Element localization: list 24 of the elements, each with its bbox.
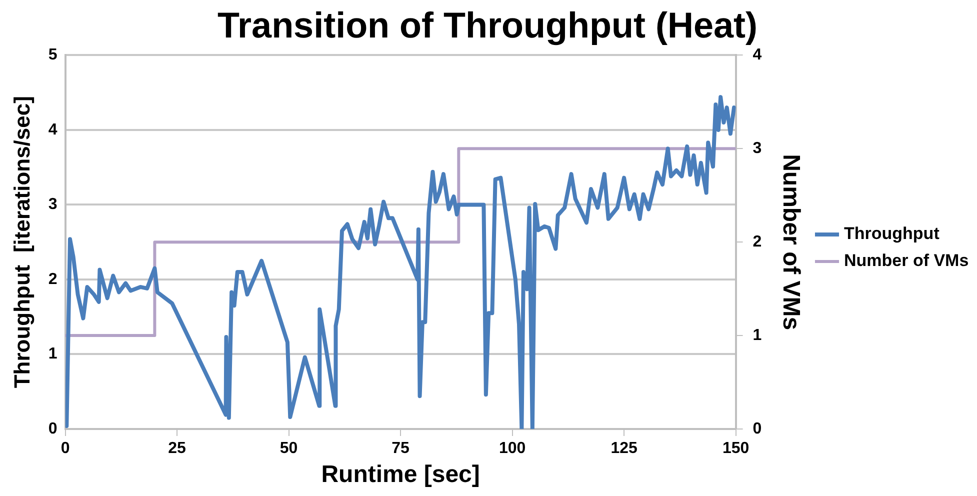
y2-axis-title: Number of VMs [777,154,804,330]
chart-title: Transition of Throughput (Heat) [218,4,758,46]
y-tick-label: 5 [48,46,58,64]
y-tick-label: 1 [48,346,58,363]
y-tick-label: 4 [48,121,58,138]
x-tick-label: 100 [498,440,526,458]
legend-label: Number of VMs [844,251,969,270]
y-axis-title: Throughput [iterations/sec] [9,96,34,388]
y2-tick-label: 1 [752,326,762,344]
x-tick-label: 150 [722,440,750,458]
y-tick-label: 0 [48,420,58,438]
y2-tick-label: 3 [752,140,762,158]
x-tick-label: 75 [392,440,410,458]
y2-tick-label: 4 [752,46,762,64]
x-tick-label: 0 [60,440,70,458]
x-tick-label: 50 [280,440,298,458]
x-tick-label: 25 [168,440,186,458]
y2-tick-label: 2 [752,234,762,251]
y2-tick-label: 0 [752,420,762,438]
x-tick-label: 125 [610,440,638,458]
legend-label: Throughput [844,224,940,244]
y-tick-label: 2 [48,270,58,288]
x-axis-title: Runtime [sec] [321,461,480,488]
y-tick-label: 3 [48,196,58,214]
